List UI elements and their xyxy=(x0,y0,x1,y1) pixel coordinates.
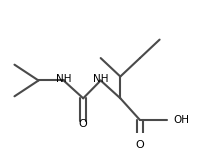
Text: OH: OH xyxy=(174,115,190,125)
Text: O: O xyxy=(136,140,144,150)
Text: NH: NH xyxy=(93,74,109,84)
Text: O: O xyxy=(79,119,88,129)
Text: NH: NH xyxy=(56,74,71,84)
